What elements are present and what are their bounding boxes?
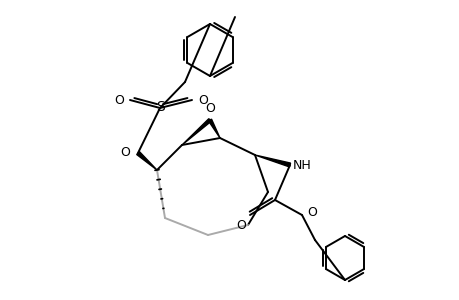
Text: O: O [197, 94, 207, 106]
Text: O: O [120, 146, 130, 158]
Text: O: O [114, 94, 124, 106]
Text: O: O [235, 219, 246, 232]
Text: O: O [205, 102, 214, 115]
Polygon shape [254, 155, 290, 167]
Text: S: S [156, 100, 165, 114]
Polygon shape [208, 119, 219, 138]
Text: O: O [306, 206, 316, 220]
Text: NH: NH [292, 158, 311, 172]
Polygon shape [136, 152, 157, 170]
Polygon shape [182, 119, 211, 145]
